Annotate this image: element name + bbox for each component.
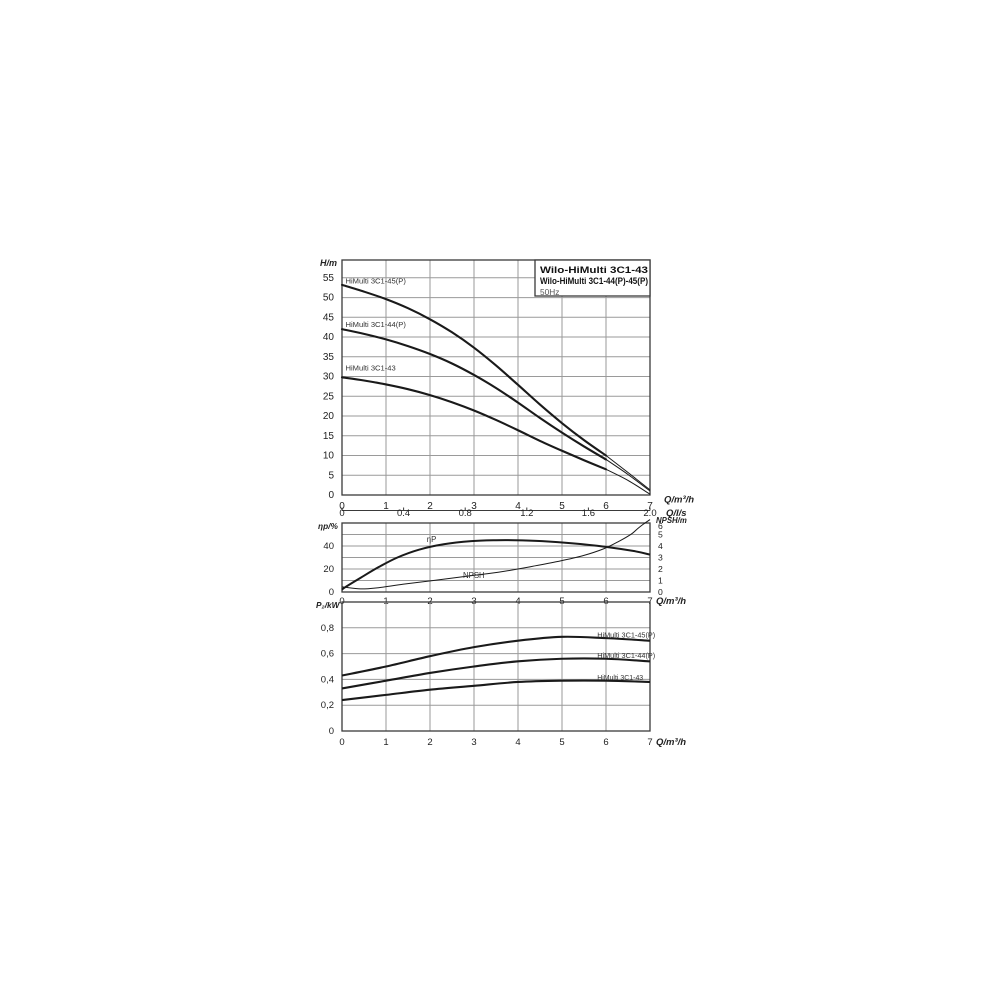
svg-text:6: 6 xyxy=(603,737,608,748)
svg-text:0,4: 0,4 xyxy=(321,674,334,685)
svg-text:20: 20 xyxy=(323,564,334,575)
svg-text:4: 4 xyxy=(658,541,663,551)
svg-text:1: 1 xyxy=(658,576,663,586)
svg-text:2: 2 xyxy=(658,564,663,574)
svg-text:0: 0 xyxy=(329,587,334,598)
svg-text:HiMulti 3C1-45(P): HiMulti 3C1-45(P) xyxy=(597,631,655,640)
svg-text:2: 2 xyxy=(427,737,432,748)
svg-text:40: 40 xyxy=(323,541,334,552)
svg-text:7: 7 xyxy=(647,737,652,748)
svg-text:55: 55 xyxy=(323,273,335,284)
svg-text:Wilo-HiMulti 3C1-44(P)-45(P): Wilo-HiMulti 3C1-44(P)-45(P) xyxy=(540,276,648,287)
svg-text:40: 40 xyxy=(323,332,335,343)
svg-text:HiMulti 3C1-43: HiMulti 3C1-43 xyxy=(597,673,643,682)
svg-text:2.0: 2.0 xyxy=(643,508,656,519)
svg-text:50: 50 xyxy=(323,293,335,304)
svg-text:3: 3 xyxy=(658,553,663,563)
svg-text:HiMulti 3C1-44(P): HiMulti 3C1-44(P) xyxy=(597,651,655,660)
svg-text:15: 15 xyxy=(323,431,335,442)
svg-text:30: 30 xyxy=(323,372,335,383)
svg-text:0,6: 0,6 xyxy=(321,649,334,660)
svg-text:0: 0 xyxy=(339,508,344,519)
svg-text:Q/m³/h: Q/m³/h xyxy=(656,596,686,607)
svg-text:HiMulti 3C1-43: HiMulti 3C1-43 xyxy=(346,363,396,372)
svg-text:P₂/kW: P₂/kW xyxy=(316,600,341,610)
svg-text:25: 25 xyxy=(323,391,335,402)
svg-text:0,2: 0,2 xyxy=(321,700,334,711)
svg-text:1.2: 1.2 xyxy=(520,508,533,519)
svg-text:0.8: 0.8 xyxy=(459,508,472,519)
svg-text:1: 1 xyxy=(383,737,388,748)
svg-text:NPSH: NPSH xyxy=(463,571,485,580)
svg-text:3: 3 xyxy=(471,737,476,748)
svg-text:0: 0 xyxy=(329,726,334,737)
svg-text:0.4: 0.4 xyxy=(397,508,410,519)
svg-text:10: 10 xyxy=(323,451,335,462)
svg-text:0: 0 xyxy=(328,490,334,501)
svg-text:Q/m³/h: Q/m³/h xyxy=(664,495,694,506)
svg-text:20: 20 xyxy=(323,411,335,422)
svg-text:4: 4 xyxy=(515,737,520,748)
svg-text:35: 35 xyxy=(323,352,335,363)
svg-text:HiMulti 3C1-44(P): HiMulti 3C1-44(P) xyxy=(346,320,407,329)
svg-text:5: 5 xyxy=(559,737,564,748)
svg-text:0: 0 xyxy=(339,737,344,748)
svg-text:ηp/%: ηp/% xyxy=(318,521,338,531)
svg-text:Wilo-HiMulti 3C1-43: Wilo-HiMulti 3C1-43 xyxy=(540,265,648,276)
svg-text:5: 5 xyxy=(328,470,334,481)
svg-text:H/m: H/m xyxy=(320,258,337,268)
svg-text:ηP: ηP xyxy=(427,535,437,544)
svg-text:45: 45 xyxy=(323,312,335,323)
svg-text:NPSH/m: NPSH/m xyxy=(656,516,687,525)
svg-text:50Hz: 50Hz xyxy=(540,287,559,297)
svg-text:HiMulti 3C1-45(P): HiMulti 3C1-45(P) xyxy=(346,276,407,285)
svg-text:1.6: 1.6 xyxy=(582,508,595,519)
svg-text:0,8: 0,8 xyxy=(321,623,334,634)
svg-text:Q/m³/h: Q/m³/h xyxy=(656,737,686,748)
